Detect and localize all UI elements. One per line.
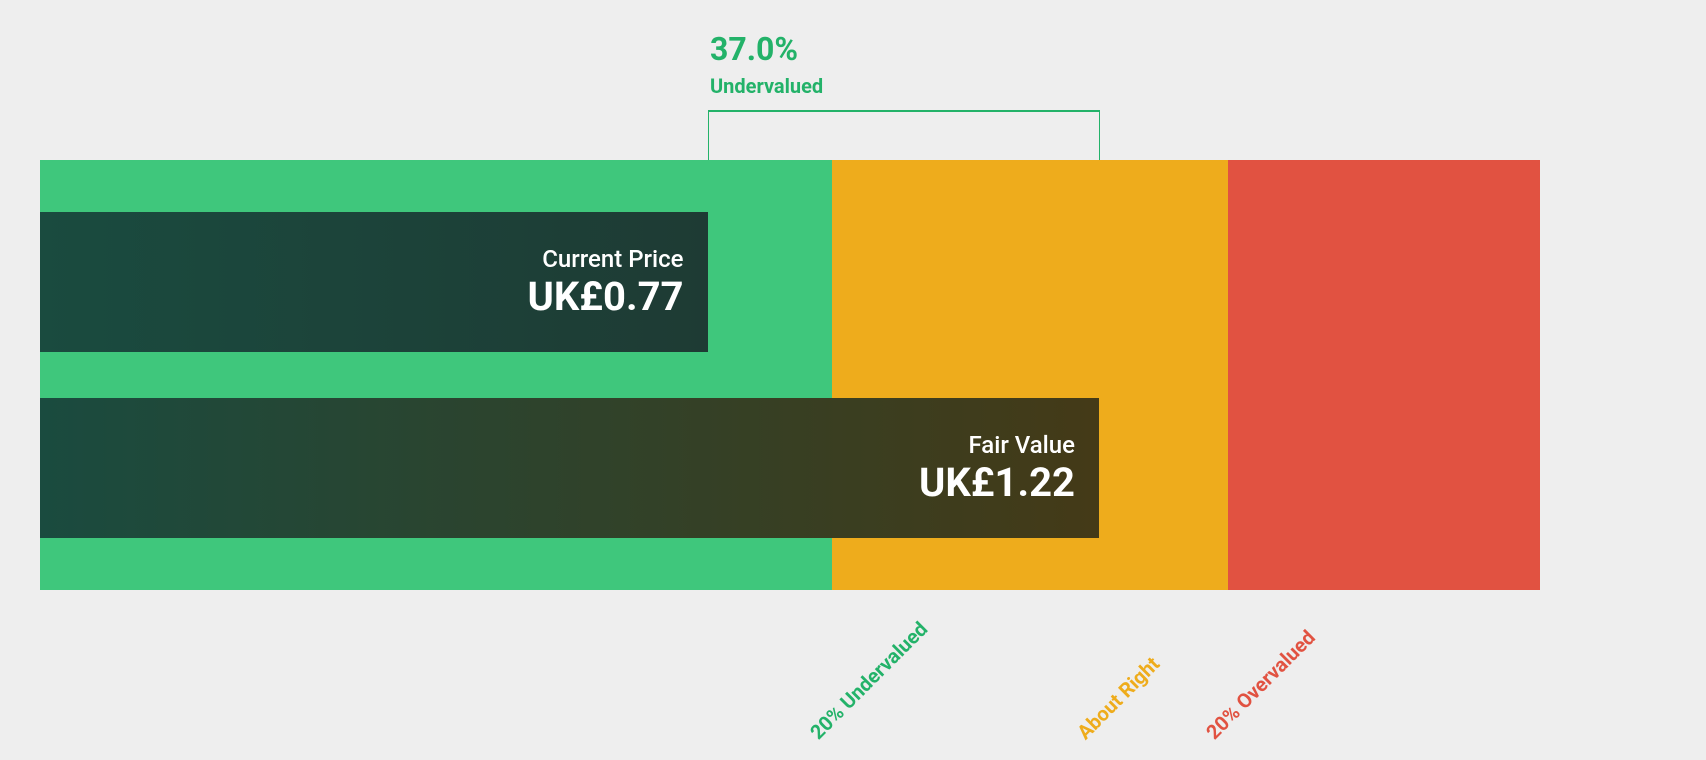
axis-label-2: 20% Overvalued [1201, 625, 1320, 744]
zone-overvalued [1228, 160, 1540, 590]
current_price-bar: Current PriceUK£0.77 [40, 212, 708, 352]
fair_value-bar: Fair ValueUK£1.22 [40, 398, 1099, 538]
current_price-label: Current Price [527, 245, 683, 273]
valuation-percent: 37.0% [710, 30, 798, 68]
fair_value-value: UK£1.22 [919, 459, 1075, 506]
current_price-value: UK£0.77 [527, 273, 683, 320]
fair_value-label: Fair Value [919, 431, 1075, 459]
valuation-percent-label: Undervalued [710, 74, 823, 98]
valuation-bracket-right-drop [1099, 110, 1100, 160]
axis-label-0: 20% Undervalued [805, 617, 932, 744]
valuation-bracket-left-drop [708, 110, 709, 160]
axis-label-1: About Right [1072, 652, 1164, 744]
valuation-bracket [708, 110, 1100, 112]
